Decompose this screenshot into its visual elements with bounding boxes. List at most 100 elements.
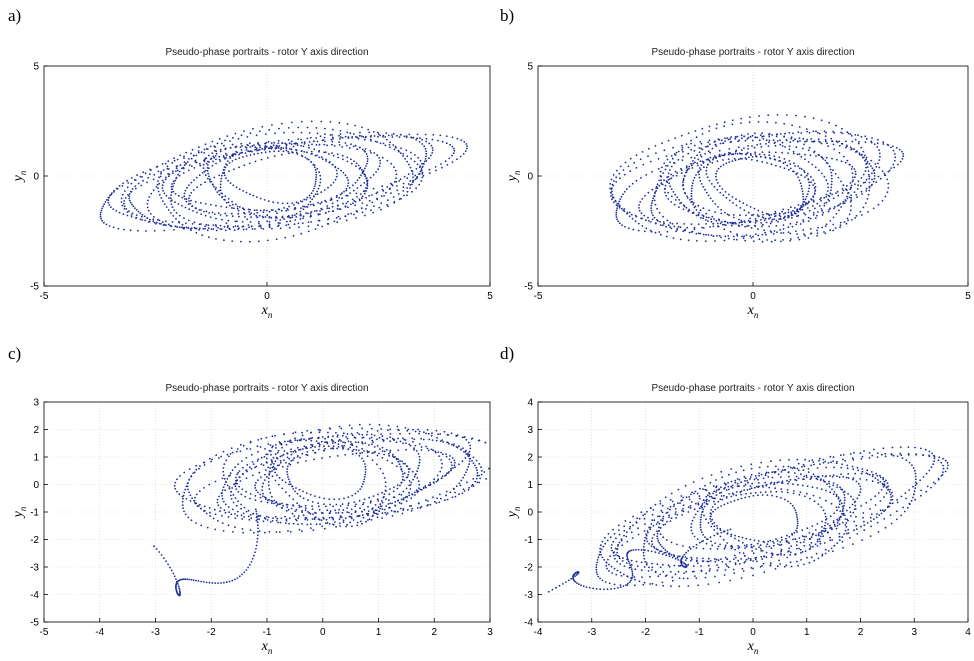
panel-c-data-point <box>461 436 464 439</box>
panel-a-data-point <box>301 155 304 158</box>
panel-a-data-point <box>375 192 378 195</box>
panel-b-label: b) <box>500 6 515 25</box>
panel-b-data-point <box>747 148 749 150</box>
panel-b-data-point <box>866 162 868 165</box>
panel-d-data-point <box>696 538 699 541</box>
panel-d-data-point <box>724 546 727 548</box>
panel-b-data-point <box>690 162 692 165</box>
panel-a-data-point <box>292 131 294 134</box>
panel-a-data-point <box>190 157 193 160</box>
panel-b-data-point <box>784 161 787 164</box>
panel-b-data-point <box>702 185 705 188</box>
panel-c-ytick-label: -1 <box>30 508 39 519</box>
panel-a-data-point <box>319 135 322 138</box>
panel-a-data-point <box>165 194 168 197</box>
panel-c-data-point <box>269 521 272 523</box>
panel-b-data-point <box>748 220 751 223</box>
panel-c-data-point <box>377 493 379 496</box>
panel-b-xtick-label: 5 <box>965 291 971 302</box>
panel-b-data-point <box>783 158 786 160</box>
panel-b-data-point <box>619 177 621 180</box>
panel-a-data-point <box>332 154 335 157</box>
panel-a-data-point <box>224 152 227 155</box>
panel-a-data-point <box>331 136 334 139</box>
panel-a-data-point <box>236 205 239 208</box>
panel-b-data-point <box>809 154 812 157</box>
panel-b-data-point <box>664 168 667 171</box>
panel-b-data-point <box>807 216 810 219</box>
panel-c-data-point <box>270 463 272 466</box>
panel-d-data-point <box>710 540 712 543</box>
panel-d-data-point <box>874 495 877 498</box>
panel-d-data-point <box>673 503 676 506</box>
panel-c-data-point <box>351 434 354 437</box>
panel-b-data-point <box>893 153 896 155</box>
panel-b-data-point <box>698 147 701 149</box>
panel-d-data-point <box>632 524 634 527</box>
panel-a-data-point <box>178 174 181 177</box>
panel-b-data-point <box>611 183 614 186</box>
panel-c-data-point <box>359 452 361 455</box>
panel-b-data-point <box>739 214 741 217</box>
panel-c-data-point <box>294 451 297 453</box>
panel-b-data-point <box>768 135 771 138</box>
panel-c-data-point <box>285 461 287 464</box>
panel-b-data-point <box>701 214 704 217</box>
panel-c-data-point <box>323 527 326 530</box>
panel-a-data-point <box>225 163 227 166</box>
panel-d-data-point <box>726 502 729 504</box>
panel-b-data-point <box>753 207 756 210</box>
panel-a-data-point <box>214 188 217 191</box>
panel-b-data-point <box>804 176 806 179</box>
panel-c-data-point <box>249 514 252 516</box>
panel-c-data-point <box>474 464 476 467</box>
panel-a-data-point <box>250 216 252 219</box>
panel-c-data-point <box>217 504 220 507</box>
panel-c-data-point <box>420 489 423 491</box>
panel-d-data-point <box>780 497 782 499</box>
panel-b-data-point <box>723 220 726 223</box>
panel-a-data-point <box>341 136 344 139</box>
panel-a-data-point <box>197 151 200 154</box>
panel-b-data-point <box>816 235 818 237</box>
panel-b-data-point <box>667 191 670 194</box>
panel-a-data-point <box>414 174 417 177</box>
panel-a-data-point <box>466 145 468 148</box>
panel-a-data-point <box>238 206 241 208</box>
panel-c-data-point <box>400 498 403 501</box>
panel-a-data-point <box>103 221 105 224</box>
panel-d-data-point <box>713 525 716 528</box>
panel-c-data-point <box>378 510 381 513</box>
panel-c-data-point <box>463 451 465 453</box>
panel-a-data-point <box>233 229 236 232</box>
panel-a-data-point <box>350 143 352 146</box>
panel-a-data-point <box>129 190 132 193</box>
panel-c-data-point <box>337 440 340 442</box>
panel-c-data-point <box>383 477 386 479</box>
panel-b-data-point <box>740 149 743 152</box>
panel-b-data-point <box>863 154 866 157</box>
panel-c-data-point <box>343 497 345 500</box>
panel-b-data-point <box>670 165 673 168</box>
panel-b-data-point <box>751 156 754 158</box>
panel-c-data-point <box>299 456 301 459</box>
panel-b-data-point <box>784 212 787 214</box>
panel-d-data-point <box>713 529 716 531</box>
panel-d-data-point <box>702 508 705 511</box>
panel-a-data-point <box>441 166 443 169</box>
panel-a-data-point <box>252 127 254 130</box>
panel-c-data-point <box>231 487 234 489</box>
panel-c-data-point <box>266 453 269 456</box>
panel-d-data-point <box>824 521 827 524</box>
panel-d-data-point <box>655 523 658 525</box>
panel-d-data-point <box>790 565 793 568</box>
panel-c-data-point <box>335 503 338 506</box>
panel-b-data-point <box>784 219 787 221</box>
panel-a-data-point <box>294 142 297 145</box>
panel-d-data-point <box>743 554 746 557</box>
panel-c-data-point <box>276 451 279 454</box>
panel-a-data-point <box>261 125 264 128</box>
panel-b-data-point <box>641 225 644 227</box>
panel-b-data-point <box>845 222 848 225</box>
panel-d-data-point <box>710 525 713 528</box>
